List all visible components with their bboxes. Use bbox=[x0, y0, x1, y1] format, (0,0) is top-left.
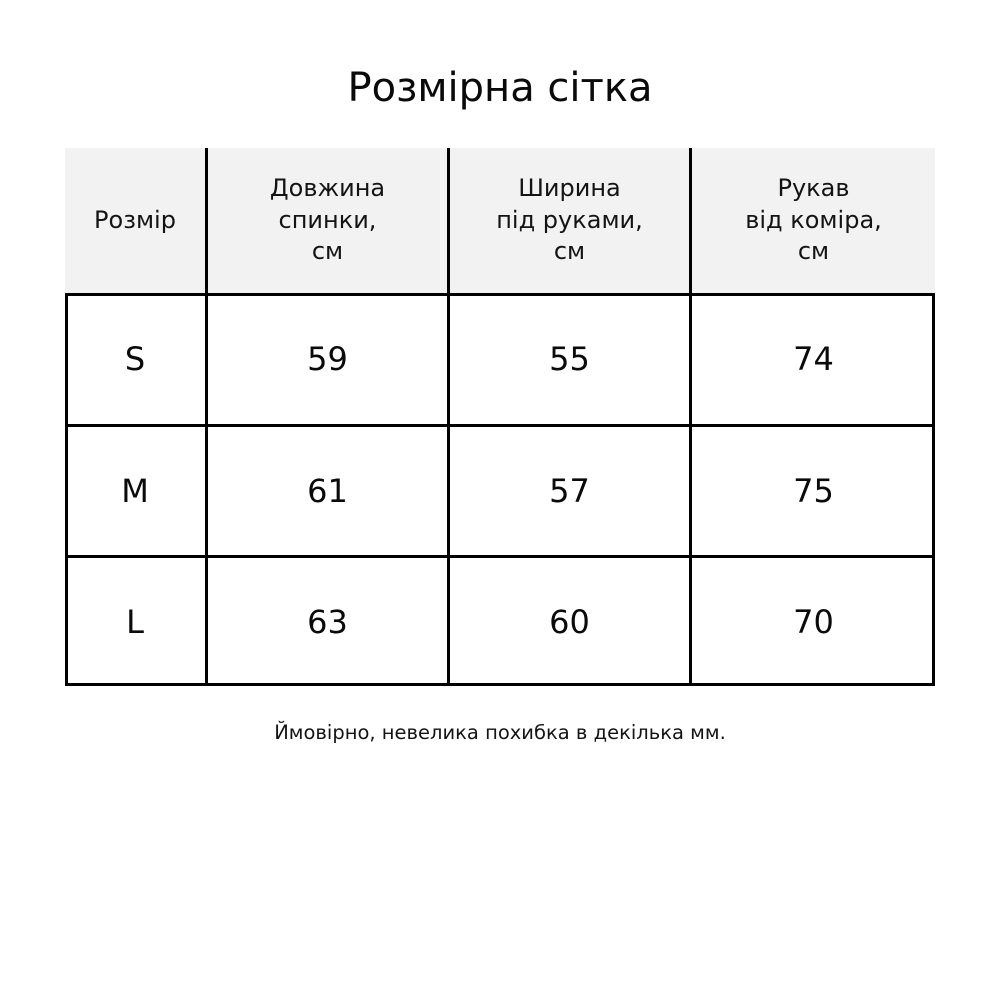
cell-l-underarm-width: 60 bbox=[447, 555, 689, 686]
header-back-length: Довжина спинки, см bbox=[205, 148, 447, 293]
page-title: Розмірна сітка bbox=[347, 65, 653, 111]
size-table-header-row: Розмір Довжина спинки, см Ширина під рук… bbox=[65, 148, 935, 293]
cell-m-back-length: 61 bbox=[205, 424, 447, 555]
cell-m-underarm-width: 57 bbox=[447, 424, 689, 555]
cell-size-s: S bbox=[124, 339, 146, 378]
cell-s-sleeve: 74 bbox=[689, 293, 935, 424]
footer-note: Ймовірно, невелика похибка в декілька мм… bbox=[274, 721, 726, 744]
cell-s-back-length: 59 bbox=[205, 293, 447, 424]
size-table-body: S 59 55 74 M 61 57 75 L 63 60 70 bbox=[65, 293, 935, 686]
cell-size-l: L bbox=[65, 555, 205, 686]
header-size: Розмір bbox=[94, 205, 176, 234]
cell-l-sleeve: 70 bbox=[689, 555, 935, 686]
cell-m-sleeve: 75 bbox=[689, 424, 935, 555]
cell-s-underarm-width: 55 bbox=[447, 293, 689, 424]
header-underarm-width: Ширина під руками, см bbox=[447, 148, 689, 293]
cell-l-back-length: 63 bbox=[205, 555, 447, 686]
header-sleeve-from-collar: Рукав від коміра, см bbox=[689, 148, 935, 293]
size-table: Розмір Довжина спинки, см Ширина під рук… bbox=[65, 148, 935, 686]
cell-size-m: M bbox=[65, 424, 205, 555]
